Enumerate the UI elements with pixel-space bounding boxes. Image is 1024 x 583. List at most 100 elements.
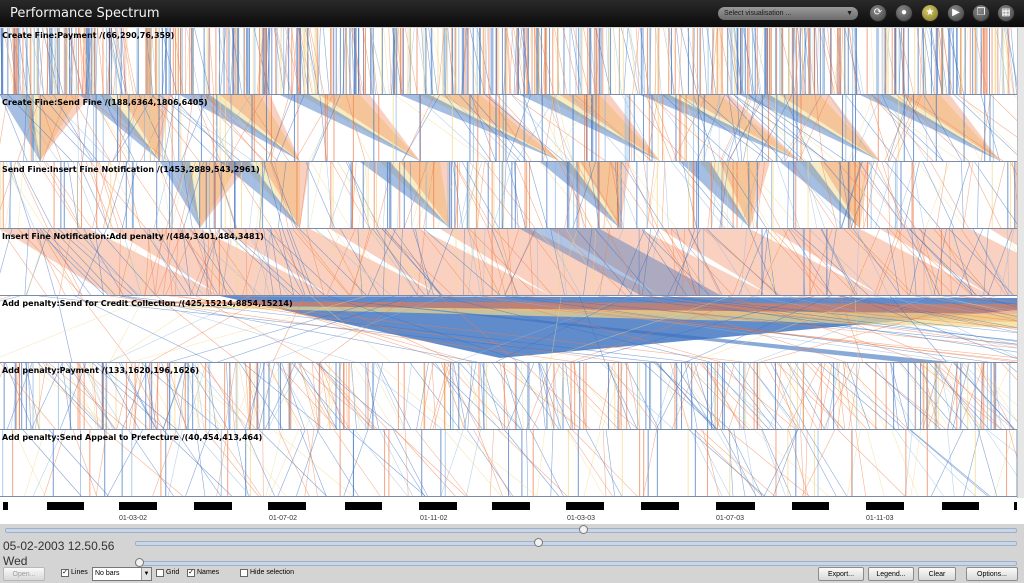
- time-position-slider-thumb[interactable]: [534, 538, 543, 547]
- segment-line: [979, 362, 984, 430]
- layers-icon[interactable]: ❐: [972, 4, 990, 22]
- segment-line: [887, 161, 890, 229]
- zoom-slider[interactable]: [135, 561, 1017, 566]
- segment-line: [887, 228, 900, 296]
- segment-line: [817, 362, 896, 430]
- segment-line: [244, 228, 289, 296]
- segment-band: [800, 162, 860, 228]
- open-button[interactable]: Open...: [3, 567, 45, 581]
- segment-line: [787, 362, 822, 430]
- visualisation-select[interactable]: Select visualisation ... ▼: [718, 7, 858, 20]
- segment-line: [562, 362, 638, 430]
- segment-line: [765, 228, 825, 296]
- play-icon[interactable]: ▶: [947, 4, 965, 22]
- segment-line: [145, 228, 150, 296]
- segment-line: [536, 94, 565, 162]
- segment-line: [512, 295, 1024, 345]
- segment-line: [543, 362, 553, 430]
- segment-line: [277, 362, 315, 430]
- segment-line: [787, 161, 789, 229]
- segment-line: [870, 27, 875, 95]
- segment-line: [642, 429, 657, 497]
- grid-icon[interactable]: ▦: [997, 4, 1015, 22]
- segment-line: [123, 27, 126, 95]
- segment-line: [800, 94, 811, 162]
- segment-line: [170, 295, 395, 363]
- segment-line: [62, 27, 76, 95]
- segment-line: [281, 362, 305, 430]
- segment-line: [250, 161, 298, 229]
- segment-line: [948, 228, 1014, 296]
- segment-line: [415, 94, 489, 162]
- time-window-slider[interactable]: [5, 528, 1017, 533]
- segment-line: [90, 362, 97, 430]
- segment-line: [732, 228, 758, 296]
- segment-line: [333, 429, 381, 497]
- segment-line: [838, 295, 1024, 332]
- timeline-month-block: [492, 502, 530, 510]
- segment-line: [428, 27, 438, 95]
- segment-line: [239, 362, 283, 430]
- performance-spectrum-plot[interactable]: [0, 27, 1024, 498]
- spectrum-canvas[interactable]: [0, 27, 1024, 498]
- segment-line: [787, 362, 825, 430]
- segment-line: [97, 161, 119, 229]
- segment-line: [85, 27, 93, 95]
- segment-line: [977, 429, 998, 497]
- segment-line: [36, 228, 56, 296]
- segment-line: [316, 429, 359, 497]
- drop-icon[interactable]: ●: [895, 4, 913, 22]
- segment-line: [978, 362, 1023, 430]
- bars-combobox[interactable]: No bars ▼: [92, 567, 152, 581]
- legend-button[interactable]: Legend...: [868, 567, 914, 581]
- segment-line: [416, 362, 429, 430]
- segment-line: [175, 228, 179, 296]
- refresh-icon[interactable]: ⟳: [869, 4, 887, 22]
- segment-line: [446, 362, 508, 430]
- grid-checkbox[interactable]: [156, 569, 164, 577]
- segment-row-label: Add penalty:Payment /(133,1620,196,1626): [2, 366, 200, 375]
- names-checkbox[interactable]: ✓: [187, 569, 195, 577]
- segment-line: [95, 429, 108, 497]
- segment-line: [119, 295, 478, 363]
- time-window-slider-thumb[interactable]: [579, 525, 588, 534]
- vertical-scrollbar[interactable]: [1017, 28, 1024, 498]
- star-icon[interactable]: ★: [921, 4, 939, 22]
- segment-line: [677, 295, 1024, 330]
- segment-band: [300, 95, 420, 161]
- segment-line: [752, 27, 760, 95]
- segment-line: [499, 362, 510, 430]
- hide-selection-checkbox[interactable]: [240, 569, 248, 577]
- segment-line: [961, 161, 964, 229]
- segment-line: [92, 161, 110, 229]
- segment-line: [375, 228, 418, 296]
- segment-line: [896, 94, 969, 162]
- lines-checkbox[interactable]: ✓: [61, 569, 69, 577]
- segment-line: [30, 27, 45, 95]
- segment-line: [655, 362, 691, 430]
- segment-line: [910, 429, 921, 497]
- zoom-slider-thumb[interactable]: [135, 558, 144, 567]
- segment-line: [365, 161, 369, 229]
- segment-line: [362, 27, 365, 95]
- segment-line: [583, 228, 593, 296]
- segment-line: [534, 27, 541, 95]
- segment-line: [555, 94, 573, 162]
- segment-line: [161, 27, 178, 95]
- export-button[interactable]: Export...: [818, 567, 864, 581]
- segment-line: [853, 161, 907, 229]
- segment-line: [762, 429, 792, 497]
- time-position-slider[interactable]: [135, 541, 1017, 546]
- lines-label: Lines: [71, 569, 88, 576]
- segment-line: [778, 362, 818, 430]
- segment-line: [852, 94, 882, 162]
- options-button[interactable]: Options...: [966, 567, 1018, 581]
- segment-line: [688, 362, 753, 430]
- segment-line: [846, 429, 861, 497]
- segment-line: [474, 228, 484, 296]
- clear-button[interactable]: Clear: [918, 567, 956, 581]
- segment-line: [105, 27, 123, 95]
- segment-line: [952, 362, 970, 430]
- segment-line: [185, 362, 207, 430]
- segment-line: [332, 228, 383, 296]
